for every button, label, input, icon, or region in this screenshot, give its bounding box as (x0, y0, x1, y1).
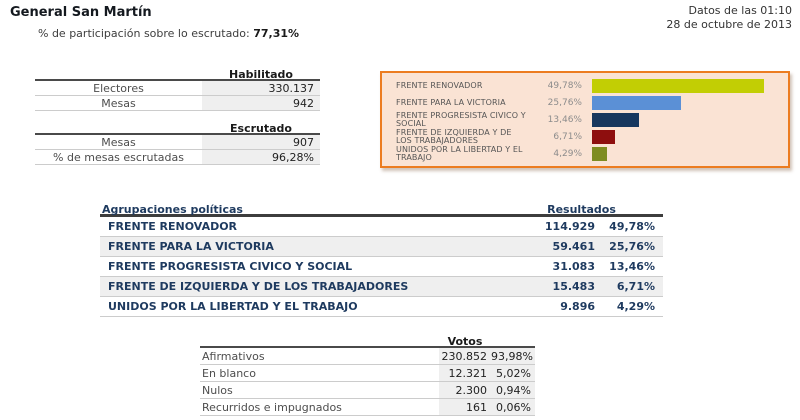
results-table: Agrupaciones políticas Resultados FRENTE… (100, 203, 663, 317)
chart-category-label: FRENTE RENOVADOR (396, 80, 483, 90)
row-value: 330.137 (202, 81, 320, 95)
vote-percentage: 5,02% (491, 365, 535, 381)
party-votes: 31.083 (552, 260, 595, 273)
page-title: General San Martín (10, 5, 152, 20)
data-timestamp: Datos de las 01:10 28 de octubre de 2013 (666, 4, 792, 32)
table-row: UNIDOS POR LA LIBERTAD Y EL TRABAJO 9.89… (100, 297, 663, 317)
chart-category-label: FRENTE PARA LA VICTORIA (396, 97, 506, 107)
votes-table: Votos Afirmativos 230.852 93,98% En blan… (200, 335, 535, 416)
table-row: Recurridos e impugnados 161 0,06% (200, 399, 535, 416)
vote-count: 161 (439, 399, 491, 415)
vote-type-label: Afirmativos (202, 350, 265, 363)
habilitado-header: Habilitado (35, 68, 320, 81)
chart-bar (592, 78, 765, 93)
vote-percentage: 0,06% (491, 399, 535, 415)
table-row: En blanco 12.321 5,02% (200, 365, 535, 382)
chart-category-label: FRENTE DE IZQUIERDA Y DE LOS TRABAJADORE… (396, 127, 512, 145)
party-name: UNIDOS POR LA LIBERTAD Y EL TRABAJO (108, 300, 358, 313)
column-header-parties: Agrupaciones políticas (102, 203, 243, 216)
vote-percentage: 0,94% (491, 382, 535, 398)
party-name: FRENTE PROGRESISTA CIVICO Y SOCIAL (108, 260, 353, 273)
row-label: Electores (93, 82, 144, 95)
table-row: Afirmativos 230.852 93,98% (200, 348, 535, 365)
participation-label: % de participación sobre lo escrutado: (38, 27, 250, 40)
votes-table-header: Votos (200, 335, 535, 348)
party-name: FRENTE RENOVADOR (108, 220, 238, 233)
habilitado-header-label: Habilitado (229, 68, 293, 81)
vote-count: 230.852 (439, 348, 491, 364)
chart-bar (592, 129, 616, 144)
party-votes: 114.929 (544, 220, 595, 233)
table-row: FRENTE RENOVADOR 114.929 49,78% (100, 217, 663, 237)
table-row: FRENTE PROGRESISTA CIVICO Y SOCIAL 31.08… (100, 257, 663, 277)
escrutado-header: Escrutado (35, 122, 320, 135)
row-value: 907 (202, 135, 320, 149)
chart-bar (592, 146, 607, 161)
vote-count: 2.300 (439, 382, 491, 398)
results-table-header: Agrupaciones políticas Resultados (100, 203, 663, 217)
chart-row: FRENTE DE IZQUIERDA Y DE LOS TRABAJADORE… (396, 127, 778, 145)
chart-row: UNIDOS POR LA LIBERTAD Y EL TRABAJO 4,29… (396, 144, 778, 162)
row-label: Mesas (101, 97, 136, 110)
party-percentage: 4,29% (616, 300, 655, 313)
escrutado-header-label: Escrutado (230, 122, 292, 135)
results-bar-chart: FRENTE RENOVADOR 49,78% FRENTE PARA LA V… (380, 71, 790, 168)
chart-category-label: UNIDOS POR LA LIBERTAD Y EL TRABAJO (396, 144, 523, 162)
party-votes: 9.896 (560, 300, 595, 313)
table-row: FRENTE PARA LA VICTORIA 59.461 25,76% (100, 237, 663, 257)
participation-value: 77,31% (253, 27, 300, 40)
table-row: % de mesas escrutadas 96,28% (35, 150, 320, 165)
table-row: Nulos 2.300 0,94% (200, 382, 535, 399)
party-name: FRENTE DE IZQUIERDA Y DE LOS TRABAJADORE… (108, 280, 409, 293)
chart-category-label: FRENTE PROGRESISTA CIVICO Y SOCIAL (396, 110, 526, 128)
escrutado-table: Escrutado Mesas 907 % de mesas escrutada… (35, 122, 320, 165)
table-row: Electores 330.137 (35, 81, 320, 96)
column-header-results: Resultados (547, 203, 616, 216)
chart-value-label: 13,46% (547, 114, 582, 125)
chart-value-label: 4,29% (553, 148, 582, 159)
party-votes: 15.483 (552, 280, 595, 293)
row-value: 942 (202, 96, 320, 110)
party-percentage: 13,46% (609, 260, 655, 273)
chart-value-label: 25,76% (547, 97, 582, 108)
vote-percentage: 93,98% (491, 348, 535, 364)
vote-type-label: Recurridos e impugnados (202, 401, 342, 414)
party-name: FRENTE PARA LA VICTORIA (108, 240, 274, 253)
vote-type-label: En blanco (202, 367, 256, 380)
row-label: Mesas (101, 136, 136, 149)
table-row: Mesas 942 (35, 96, 320, 111)
chart-value-label: 6,71% (553, 131, 582, 142)
timestamp-date: 28 de octubre de 2013 (666, 18, 792, 31)
chart-row: FRENTE PARA LA VICTORIA 25,76% (396, 95, 778, 110)
habilitado-table: Habilitado Electores 330.137 Mesas 942 (35, 68, 320, 111)
party-percentage: 25,76% (609, 240, 655, 253)
timestamp-time: Datos de las 01:10 (688, 4, 792, 17)
row-value: 96,28% (202, 150, 320, 164)
vote-count: 12.321 (439, 365, 491, 381)
chart-value-label: 49,78% (547, 80, 582, 91)
party-votes: 59.461 (552, 240, 595, 253)
participation-line: % de participación sobre lo escrutado: 7… (38, 27, 299, 40)
table-row: Mesas 907 (35, 135, 320, 150)
column-header-votes: Votos (447, 335, 483, 348)
chart-bar (592, 95, 682, 110)
row-label: % de mesas escrutadas (53, 151, 184, 164)
chart-bar (592, 112, 639, 127)
party-percentage: 6,71% (616, 280, 655, 293)
table-row: FRENTE DE IZQUIERDA Y DE LOS TRABAJADORE… (100, 277, 663, 297)
vote-type-label: Nulos (202, 384, 233, 397)
chart-row: FRENTE RENOVADOR 49,78% (396, 78, 778, 93)
party-percentage: 49,78% (609, 220, 655, 233)
chart-row: FRENTE PROGRESISTA CIVICO Y SOCIAL 13,46… (396, 110, 778, 128)
